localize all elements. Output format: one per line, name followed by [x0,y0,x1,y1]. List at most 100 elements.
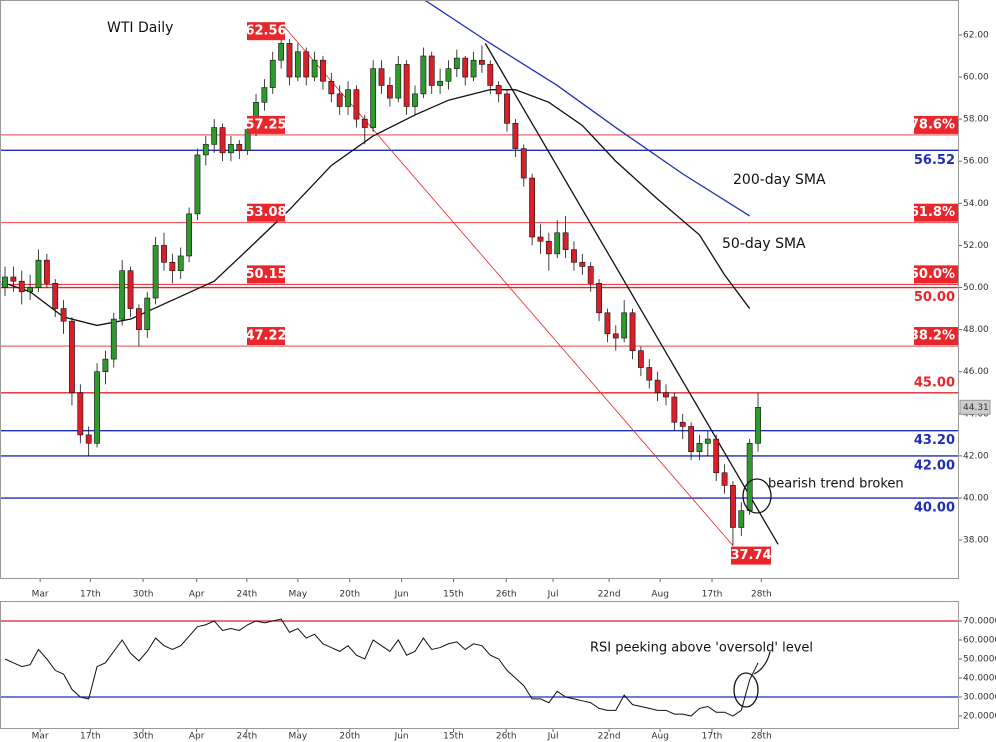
candle-body [77,392,84,436]
fib-price-label: 57.25 [245,117,286,132]
x-tick-label: Aug [651,590,669,600]
fib-ratio-box [914,265,958,284]
candle-body [211,127,218,145]
candle-body [261,87,268,103]
candle-body [186,213,192,257]
fib-ratio-label: 38.2% [910,329,955,344]
candle-body [679,421,686,427]
candle-body [60,308,67,322]
candle-body [470,59,477,78]
candle-body [721,472,728,486]
x-tick-label: 22nd [598,732,621,742]
candle-body [85,434,92,444]
candle-body [704,438,711,444]
x-tick-label: 26th [496,590,517,600]
candle-body [412,93,418,107]
candle-body [303,51,310,78]
high-label: 62.56 [245,24,286,39]
price-panel [0,0,958,546]
x-tick-label: Apr [189,590,205,600]
y-tick-label: 54.00 [963,199,989,209]
x-tick-label: 30th [133,590,154,600]
fib-label-box [247,265,285,284]
candle-body [361,118,368,128]
candle-body [127,270,134,309]
candle-body [495,85,502,95]
candle-body [545,240,552,255]
candle-body [18,280,25,293]
candle-body [135,308,142,330]
candle-body [278,43,285,61]
level-label: 45.00 [914,375,955,390]
x-tick-label: 26th [496,732,517,742]
candle-body [437,80,443,86]
candle-body [27,287,34,293]
candle-body [194,154,201,215]
rsi-line [4,618,759,717]
candle-body [562,232,569,250]
candle-body [320,59,326,82]
x-tick-label: May [289,590,308,600]
candle-body [504,93,510,124]
candle-body [94,371,100,444]
fib-ratio-label: 61.8% [910,205,955,220]
candle-body [328,80,335,95]
x-tick-label: 17th [80,732,101,742]
y-tick-label: 70.0000 [963,616,996,626]
y-tick-label: 46.00 [963,367,989,377]
y-tick-label: 52.00 [963,241,989,251]
x-tick-label: May [289,732,308,742]
candle-body [746,442,753,511]
candle-body [554,232,561,255]
candle-body [311,59,318,78]
candle-body [35,259,42,288]
y-tick-label: 48.00 [963,325,989,335]
candle-body [529,177,536,238]
fib-ratio-box [914,115,958,134]
candle-body [169,261,176,271]
y-tick-label: 56.00 [963,157,989,167]
candle-body [587,266,594,284]
y-tick-label: 42.00 [963,451,989,461]
highlight-circle [742,478,772,514]
candle-body [370,68,377,128]
low-label-box [731,546,771,565]
x-tick-label: 28th [751,590,772,600]
candle-body [353,89,360,120]
candle-body [152,245,159,299]
fib-label-box [247,115,285,134]
x-tick-label: Aug [651,732,669,742]
level-label: 43.20 [914,433,955,448]
candle-body [228,144,234,154]
sma-label: 200-day SMA [733,172,826,188]
high-label-box [247,22,285,41]
fib-ratio-label: 78.6% [910,117,955,132]
fib-price-label: 53.08 [245,205,286,220]
y-tick-label: 58.00 [963,115,989,125]
candle-body [269,59,276,88]
x-tick-label: Jul [547,732,559,742]
candle-body [386,85,393,99]
candle-body [579,261,586,267]
candle-body [161,245,167,263]
fib-price-label: 47.22 [245,329,286,344]
candle-body [336,93,343,107]
low-label: 37.74 [730,548,771,563]
candle-body [177,255,184,271]
candle-body [294,51,301,78]
fib-price-label: 50.15 [245,267,286,282]
x-tick-label: Jul [547,590,559,600]
candle-body [512,123,519,149]
y-tick-label: 38.00 [963,536,989,546]
sma-label: 50-day SMA [722,236,806,252]
candle-body [621,312,628,339]
candle-body [2,276,8,288]
x-tick-label: Jun [394,590,409,600]
candle-body [738,510,745,528]
rsi-frame [0,601,959,729]
candle-body [395,64,402,99]
candle-body [219,127,226,154]
candle-body [663,392,669,398]
